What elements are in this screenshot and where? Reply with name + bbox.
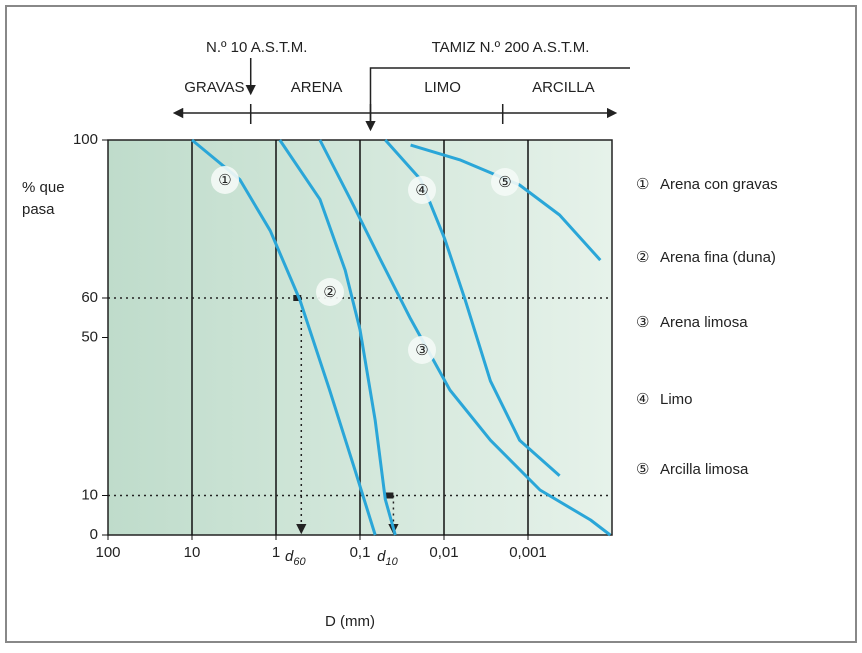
zone-label: ARCILLA (532, 79, 595, 96)
annotation-symbol: d (285, 548, 294, 565)
curve-label-bg (408, 336, 436, 364)
y-tick-label: 50 (81, 328, 98, 345)
legend-marker: ⑤ (636, 461, 649, 478)
reference-point (293, 295, 302, 301)
curve (191, 138, 377, 536)
legend-marker: ② (636, 249, 649, 266)
curve-label: ① (218, 172, 231, 189)
curve (318, 139, 612, 537)
zone-label: GRAVAS (184, 79, 244, 96)
curve-label-bg (491, 168, 519, 196)
x-axis-label: D (mm) (325, 613, 375, 630)
y-tick-label: 10 (81, 486, 98, 503)
curve-label: ② (323, 284, 336, 301)
curve-label: ③ (415, 342, 428, 359)
y-axis-label: pasa (22, 201, 55, 218)
x-tick-label: 100 (95, 544, 120, 561)
sieve-label: TAMIZ N.º 200 A.S.T.M. (432, 39, 590, 56)
x-tick-label: 0,01 (429, 544, 458, 561)
x-tick-label: 0,001 (509, 544, 547, 561)
legend-marker: ③ (636, 314, 649, 331)
sieve-marker (365, 67, 630, 132)
annotation-label: d60 (285, 548, 306, 568)
x-tick-label: 1 (272, 544, 280, 561)
annotation-subscript: 60 (293, 556, 306, 568)
zone-label: ARENA (291, 79, 343, 96)
curve-label-bg (408, 176, 436, 204)
annotation-subscript: 10 (385, 556, 398, 568)
y-axis-label: % que (22, 179, 65, 196)
x-tick-label: 10 (184, 544, 201, 561)
sieve-label: N.º 10 A.S.T.M. (206, 39, 307, 56)
annotation-label: d10 (377, 548, 398, 568)
zone-label: LIMO (424, 79, 461, 96)
frame (5, 5, 857, 643)
legend-label: Arcilla limosa (660, 461, 749, 478)
curve-label-bg (211, 166, 239, 194)
legend-label: Arena con gravas (660, 176, 778, 193)
curve (410, 143, 602, 262)
legend-label: Limo (660, 391, 693, 408)
legend-label: Arena fina (duna) (660, 249, 776, 266)
y-tick-label: 0 (90, 526, 98, 543)
annotation-symbol: d (377, 548, 386, 565)
curve (278, 139, 397, 536)
y-tick-label: 100 (73, 131, 98, 148)
legend-marker: ① (636, 176, 649, 193)
y-tick-label: 60 (81, 289, 98, 306)
legend-label: Arena limosa (660, 314, 748, 331)
curve-label: ⑤ (498, 174, 511, 191)
x-tick-label: 0,1 (350, 544, 371, 561)
curve-label-bg (316, 278, 344, 306)
legend-marker: ④ (636, 391, 649, 408)
curve-label: ④ (415, 182, 428, 199)
reference-point (385, 492, 394, 499)
